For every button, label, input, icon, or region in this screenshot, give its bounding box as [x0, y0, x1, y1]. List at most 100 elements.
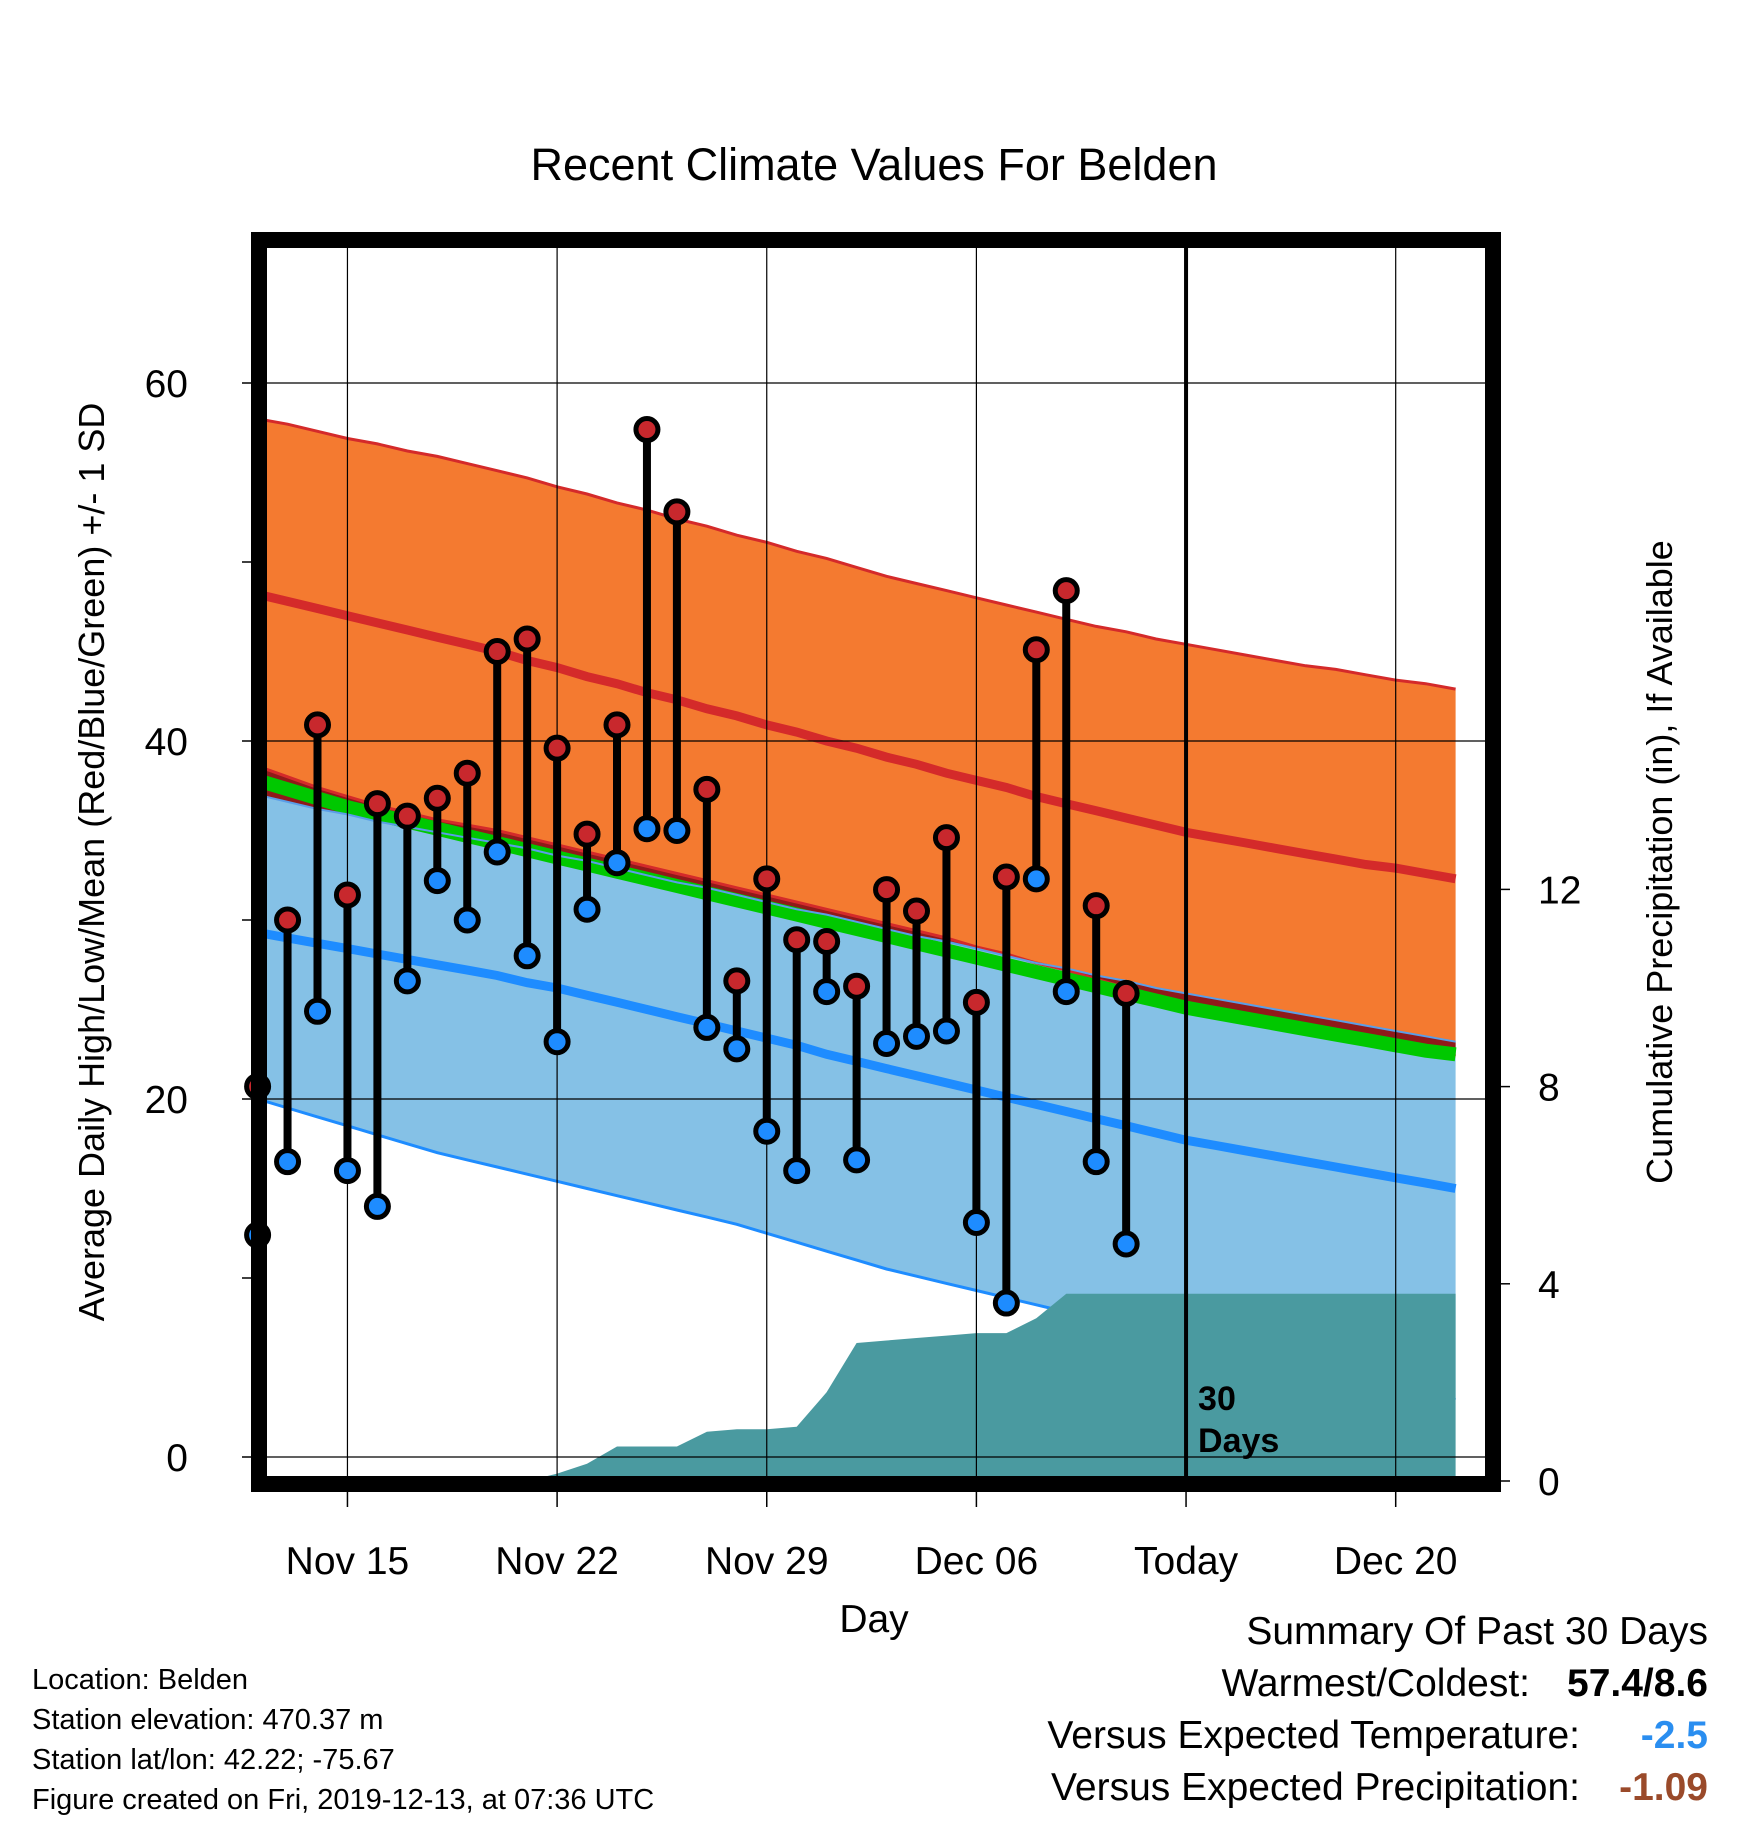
today-label-days: Days — [1198, 1422, 1279, 1460]
observed-high-point — [603, 711, 631, 739]
warmest-coldest-label: Warmest/Coldest: — [1221, 1662, 1530, 1705]
y2-tick-label: 4 — [1538, 1264, 1560, 1307]
observed-high-point — [543, 734, 571, 762]
observed-low-point — [543, 1028, 571, 1056]
observed-high-point — [663, 498, 691, 526]
normal-low-plus-sd-line — [265, 795, 1456, 1043]
observed-high-point — [633, 416, 661, 444]
observed-low-point — [1112, 1230, 1140, 1258]
band-overlap — [265, 768, 1456, 1056]
y-tick-label: 20 — [145, 1079, 188, 1122]
observed-low-point — [363, 1192, 391, 1220]
observed-high-point — [843, 972, 871, 1000]
y2-tick-label: 0 — [1538, 1461, 1560, 1504]
normal-high-plus-sd-line — [265, 418, 1456, 691]
observed-low-point — [633, 815, 661, 843]
observed-low-point — [932, 1017, 960, 1045]
observed-low-point — [992, 1289, 1020, 1317]
y2-tick-label: 12 — [1538, 869, 1581, 912]
observed-low-point — [333, 1157, 361, 1185]
observed-high-point — [573, 820, 601, 848]
observed-high-point — [304, 711, 331, 739]
observed-low-point — [693, 1013, 721, 1041]
observed-high-point — [813, 927, 841, 955]
today-label-count: 30 — [1198, 1380, 1236, 1418]
observed-high-point — [333, 881, 361, 909]
normal-high-line — [265, 591, 1457, 884]
precip-vs-expected-label: Versus Expected Precipitation: — [1051, 1766, 1580, 1809]
observed-high-point — [723, 967, 751, 995]
observed-high-point — [423, 784, 451, 812]
observed-low-point — [783, 1157, 811, 1185]
observed-high-point — [753, 865, 781, 893]
chart-title: Recent Climate Values For Belden — [531, 139, 1218, 190]
y-tick-label: 60 — [145, 363, 188, 406]
observed-high-point — [1022, 636, 1050, 664]
summary-title: Summary Of Past 30 Days — [1246, 1610, 1708, 1653]
observed-high-point — [992, 863, 1020, 891]
observed-high-point — [1052, 577, 1080, 605]
observed-high-point — [903, 897, 930, 925]
observed-high-point — [693, 775, 721, 803]
observed-high-point — [783, 926, 811, 954]
observed-low-point — [1052, 978, 1080, 1006]
observed-low-point — [304, 997, 331, 1025]
observed-low-point — [813, 978, 841, 1006]
observed-high-point — [513, 625, 541, 653]
x-tick-label: Today — [1134, 1540, 1239, 1583]
observed-high-point — [274, 906, 302, 934]
observed-low-point — [663, 817, 691, 844]
observed-low-point — [903, 1022, 930, 1050]
y-tick-label: 0 — [166, 1437, 188, 1480]
observed-low-point — [274, 1148, 302, 1176]
observed-low-point — [423, 867, 451, 895]
observed-low-point — [753, 1117, 781, 1145]
latlon-text: Station lat/lon: 42.22; -75.67 — [32, 1744, 395, 1776]
observed-high-point — [363, 790, 391, 818]
observed-high-point — [393, 802, 421, 830]
x-tick-label: Nov 29 — [705, 1540, 829, 1583]
created-text: Figure created on Fri, 2019-12-13, at 07… — [32, 1784, 655, 1816]
location-text: Location: Belden — [32, 1664, 249, 1696]
x-tick-label: Nov 15 — [286, 1540, 410, 1583]
x-axis-label: Day — [839, 1598, 909, 1641]
precipitation-area — [265, 1293, 1456, 1478]
observed-low-point — [513, 942, 541, 970]
observed-high-point — [932, 824, 960, 852]
observed-low-point — [483, 838, 511, 866]
plot-clip-group — [265, 246, 1487, 1478]
temp-vs-expected-value: -2.5 — [1640, 1714, 1708, 1757]
observed-low-point — [453, 906, 481, 934]
observed-low-point — [603, 849, 631, 877]
normal-mean-line — [265, 775, 1457, 1062]
summary-panel: Summary Of Past 30 Days Warmest/Coldest:… — [808, 1608, 1708, 1816]
x-tick-label: Dec 20 — [1334, 1540, 1458, 1583]
observed-low-point — [393, 967, 421, 995]
station-info: Location: Belden Station elevation: 470.… — [32, 1660, 654, 1820]
y-tick-label: 40 — [145, 721, 188, 764]
elevation-text: Station elevation: 470.37 m — [32, 1704, 384, 1736]
observed-high-point — [962, 988, 990, 1016]
observed-low-point — [873, 1030, 901, 1058]
y2-tick-label: 8 — [1538, 1067, 1560, 1110]
observed-low-point — [723, 1035, 751, 1063]
observed-low-point — [843, 1146, 871, 1174]
y-axis-label: Average Daily High/Low/Mean (Red/Blue/Gr… — [71, 403, 112, 1322]
x-tick-label: Nov 22 — [495, 1540, 619, 1583]
observed-low-point — [1082, 1148, 1110, 1176]
observed-low-point — [1022, 865, 1050, 893]
observed-high-point — [1082, 892, 1110, 920]
precip-vs-expected-value: -1.09 — [1619, 1766, 1708, 1809]
temp-vs-expected-label: Versus Expected Temperature: — [1047, 1714, 1580, 1757]
warmest-coldest-value: 57.4/8.6 — [1567, 1662, 1708, 1705]
observed-low-point — [573, 895, 601, 923]
x-tick-label: Dec 06 — [915, 1540, 1039, 1583]
observed-high-point — [453, 759, 481, 787]
observed-high-point — [873, 876, 901, 904]
plot-frame — [251, 232, 1501, 1492]
normal-high-band — [265, 420, 1456, 1056]
observed-high-point — [1112, 979, 1140, 1007]
observed-high-point — [483, 638, 511, 665]
observed-low-point — [962, 1209, 990, 1237]
